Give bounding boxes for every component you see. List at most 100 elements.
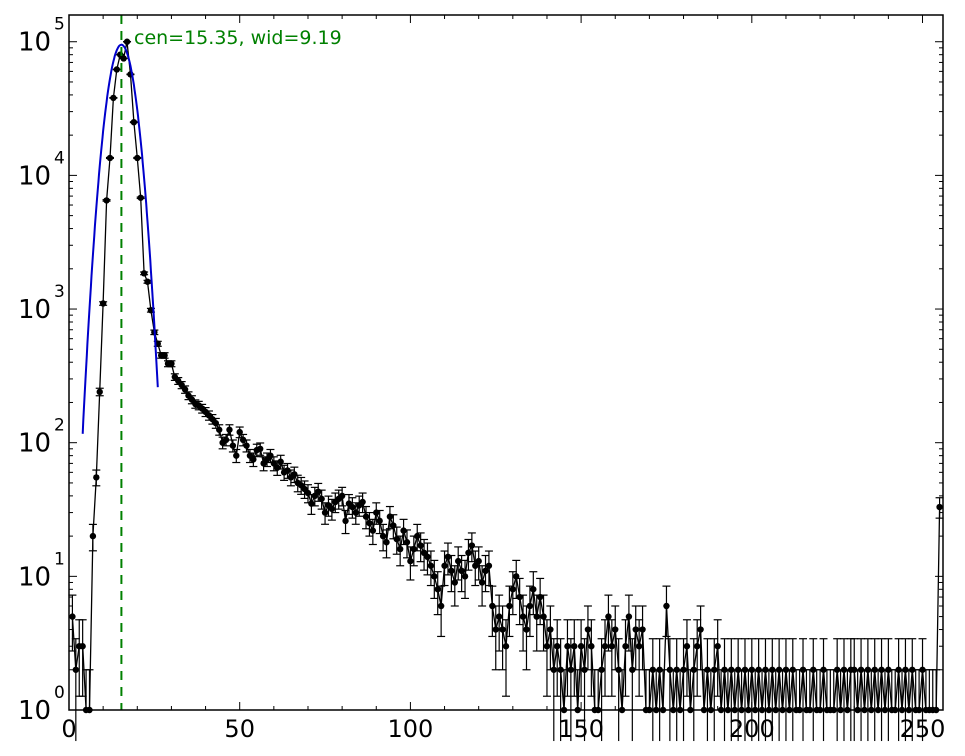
data-point — [144, 278, 151, 285]
data-point — [711, 666, 718, 673]
y-tick-label-base: 10 — [18, 562, 51, 592]
data-point — [342, 517, 349, 525]
data-point — [113, 66, 120, 73]
y-tick-label-base: 10 — [18, 295, 51, 325]
data-point — [427, 562, 435, 569]
data-point — [99, 300, 107, 307]
data-point — [352, 509, 359, 516]
data-point — [540, 613, 547, 620]
data-point — [304, 489, 312, 497]
data-point — [550, 666, 557, 673]
data-point — [663, 602, 670, 610]
data-point — [554, 643, 561, 650]
data-point — [212, 419, 220, 427]
data-point — [130, 118, 138, 126]
data-point — [267, 452, 274, 459]
data-point — [315, 488, 322, 495]
data-point — [612, 626, 619, 633]
data-point — [502, 643, 510, 650]
data-point — [110, 94, 117, 102]
data-point — [635, 643, 643, 650]
data-point — [178, 381, 185, 389]
data-point — [376, 517, 383, 525]
data-point — [485, 562, 493, 569]
plot-frame — [68, 14, 944, 711]
data-point — [383, 539, 390, 546]
y-tick-label-exponent: 5 — [54, 15, 65, 35]
fit-annotation: cen=15.35, wid=9.19 — [134, 27, 342, 49]
data-point — [216, 426, 223, 433]
data-point — [277, 458, 284, 465]
data-point — [936, 503, 943, 511]
data-point — [509, 586, 517, 593]
data-point — [530, 586, 537, 593]
data-point — [321, 509, 329, 516]
data-point — [482, 567, 489, 575]
data-point — [89, 532, 97, 540]
data-point — [437, 602, 445, 610]
data-point — [506, 602, 513, 610]
data-point — [140, 270, 148, 277]
data-point — [478, 579, 486, 586]
data-point — [533, 613, 540, 620]
data-point — [222, 436, 230, 444]
data-point — [134, 154, 141, 162]
data-point — [639, 626, 646, 633]
y-tick-label-exponent: 1 — [54, 549, 65, 569]
data-point — [250, 456, 257, 463]
data-point — [448, 567, 455, 575]
data-point — [236, 428, 243, 436]
y-tick-label-exponent: 0 — [54, 683, 65, 703]
data-point — [233, 452, 240, 459]
data-point — [328, 505, 336, 513]
data-point — [431, 573, 438, 580]
data-point — [543, 643, 551, 650]
x-tick-label: 150 — [558, 715, 604, 743]
y-tick-label-base: 10 — [18, 696, 51, 726]
data-point — [608, 643, 616, 650]
data-point — [605, 613, 612, 620]
x-tick-label: 100 — [388, 715, 434, 743]
y-tick-label-base: 10 — [18, 28, 51, 58]
y-tick-label-exponent: 3 — [54, 282, 65, 302]
data-point — [291, 471, 298, 478]
data-point — [103, 197, 110, 204]
fit-curve-layer — [81, 15, 159, 710]
data-point — [499, 626, 506, 633]
data-point — [567, 666, 575, 673]
data-point — [458, 567, 465, 575]
data-point — [393, 535, 400, 543]
data-point — [390, 522, 397, 529]
data-point — [229, 442, 237, 449]
data-point — [444, 553, 452, 561]
data-point — [424, 553, 431, 561]
data-point — [407, 557, 414, 565]
y-tick-label-base: 10 — [18, 161, 51, 191]
data-point — [547, 626, 554, 633]
data-point — [697, 626, 704, 633]
data-point — [79, 643, 86, 650]
data-point — [379, 532, 387, 540]
data-point — [137, 194, 144, 201]
data-point — [571, 643, 578, 650]
data-point — [318, 495, 325, 503]
data-point — [680, 666, 687, 673]
data-point — [168, 360, 175, 367]
data-point — [461, 573, 469, 580]
data-point — [396, 545, 404, 553]
data-point — [181, 386, 189, 393]
data-point — [495, 613, 503, 620]
data-point — [526, 602, 534, 610]
data-point — [256, 445, 264, 453]
data-point — [598, 666, 605, 673]
data-point — [564, 643, 571, 650]
data-point — [468, 542, 476, 549]
data-point — [400, 527, 407, 534]
data-point — [72, 666, 80, 673]
fit-curve — [81, 43, 159, 434]
data-point — [683, 643, 691, 650]
data-point — [362, 513, 370, 520]
data-point — [475, 557, 482, 565]
data-point — [465, 549, 472, 557]
data-point — [492, 626, 499, 633]
